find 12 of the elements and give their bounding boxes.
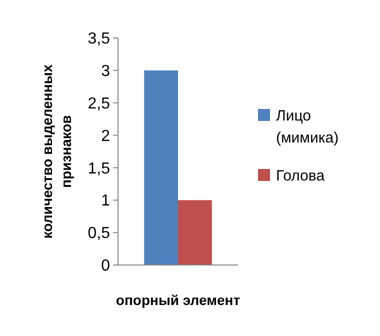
y-tick-label: 3,5 — [88, 30, 110, 48]
y-tick-label: 0 — [101, 258, 110, 275]
y-tick-label: 1,5 — [88, 160, 110, 178]
y-tick-label: 2,5 — [88, 95, 110, 112]
y-axis-title: количество выделенных признаков — [39, 64, 74, 239]
x-axis-title: опорный элемент — [116, 292, 240, 308]
y-tick-label: 3 — [101, 63, 110, 80]
y-tick-label: 1 — [101, 192, 110, 210]
y-tick-label: 2 — [101, 128, 110, 145]
y-tick-label: 0,5 — [88, 225, 110, 242]
legend-label: Лицо (мимика) — [276, 107, 339, 146]
legend-label: Голова — [276, 167, 326, 184]
